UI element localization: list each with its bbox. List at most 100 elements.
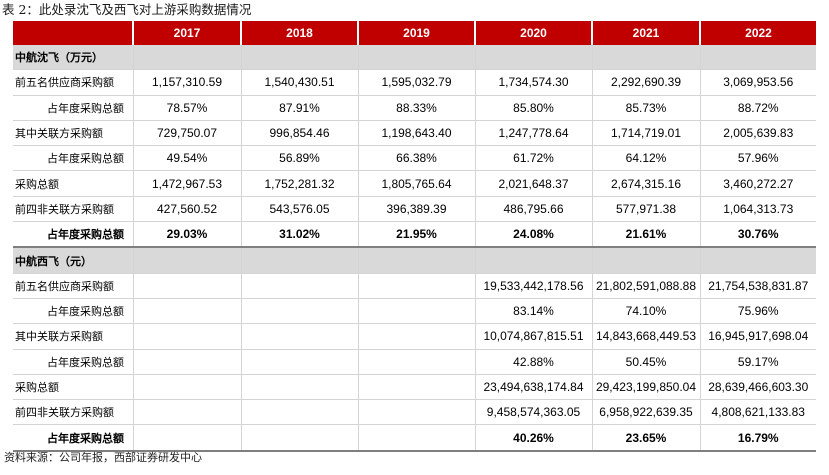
section-empty-cell — [357, 45, 475, 71]
value-cell — [132, 298, 241, 325]
value-cell: 64.12% — [591, 145, 700, 172]
value-cell — [357, 273, 475, 299]
row-label: 前五名供应商采购额 — [13, 273, 133, 299]
value-cell: 396,389.39 — [357, 196, 475, 223]
value-cell — [240, 349, 358, 375]
value-cell: 1,198,643.40 — [357, 120, 475, 147]
row-label: 前四非关联方采购额 — [13, 399, 133, 426]
section-title: 中航沈飞（万元） — [13, 45, 133, 71]
value-cell: 2,674,315.16 — [591, 170, 700, 197]
procurement-table: 2017 2018 2019 2020 2021 2022 中航沈飞（万元） 前五… — [13, 21, 816, 452]
row-label: 前四非关联方采购额 — [13, 196, 133, 223]
table-row: 其中关联方采购额 729,750.07 996,854.46 1,198,643.40… — [13, 120, 816, 147]
table-row: 占年度采购总额 49.54% 56.89% 66.38% 61.72% 64.12% 57.… — [13, 145, 816, 172]
value-cell: 21.61% — [591, 221, 700, 249]
value-cell: 42.88% — [474, 349, 592, 375]
table-body: 中航沈飞（万元） 前五名供应商采购额 1,157,310.59 1,540,430.5… — [13, 45, 816, 452]
table-row: 前四非关联方采购额 9,458,574,363.05 6,958,922,639.3… — [13, 399, 816, 426]
table-row: 前五名供应商采购额 1,157,310.59 1,540,430.51 1,595,0… — [13, 69, 816, 96]
value-cell: 88.33% — [357, 95, 475, 121]
value-cell: 87.91% — [240, 95, 358, 121]
value-cell: 1,247,778.64 — [474, 120, 592, 147]
header-cell-2021: 2021 — [591, 21, 700, 45]
value-cell: 729,750.07 — [132, 120, 241, 147]
table-row: 占年度采购总额 78.57% 87.91% 88.33% 85.80% 85.73% 88.… — [13, 95, 816, 121]
row-label: 前五名供应商采购额 — [13, 69, 133, 96]
value-cell: 85.73% — [591, 95, 700, 121]
table-row: 其中关联方采购额 10,074,867,815.51 14,843,668,449.… — [13, 323, 816, 350]
table-caption: 表 2：此处录沈飞及西飞对上游采购数据情况 — [2, 2, 252, 17]
value-cell: 28,639,466,603.30 — [699, 374, 816, 401]
value-cell: 2,005,639.83 — [699, 120, 816, 147]
value-cell: 1,540,430.51 — [240, 69, 358, 96]
value-cell: 1,805,765.64 — [357, 170, 475, 197]
section-empty-cell — [132, 45, 241, 71]
value-cell: 78.57% — [132, 95, 241, 121]
row-label: 占年度采购总额 — [13, 424, 133, 452]
value-cell: 66.38% — [357, 145, 475, 172]
value-cell — [240, 374, 358, 401]
value-cell — [132, 399, 241, 426]
row-label: 其中关联方采购额 — [13, 120, 133, 147]
value-cell: 21,754,538,831.87 — [699, 273, 816, 299]
header-cell-2022: 2022 — [699, 21, 816, 45]
value-cell: 21.95% — [357, 221, 475, 249]
value-cell — [357, 349, 475, 375]
value-cell: 50.45% — [591, 349, 700, 375]
value-cell — [357, 374, 475, 401]
value-cell: 3,069,953.56 — [699, 69, 816, 96]
value-cell: 29.03% — [132, 221, 241, 249]
value-cell — [132, 273, 241, 299]
value-cell — [240, 399, 358, 426]
value-cell: 2,292,690.39 — [591, 69, 700, 96]
value-cell: 61.72% — [474, 145, 592, 172]
value-cell: 1,714,719.01 — [591, 120, 700, 147]
value-cell: 14,843,668,449.53 — [591, 323, 700, 350]
row-label: 占年度采购总额 — [13, 221, 133, 249]
section-empty-cell — [240, 45, 358, 71]
value-cell: 1,595,032.79 — [357, 69, 475, 96]
value-cell: 83.14% — [474, 298, 592, 325]
value-cell: 56.89% — [240, 145, 358, 172]
value-cell — [357, 424, 475, 452]
row-label: 采购总额 — [13, 374, 133, 401]
section-empty-cell — [132, 247, 241, 274]
value-cell: 85.80% — [474, 95, 592, 121]
value-cell — [357, 399, 475, 426]
value-cell: 75.96% — [699, 298, 816, 325]
value-cell — [240, 323, 358, 350]
value-cell: 23.65% — [591, 424, 700, 452]
table-row: 采购总额 1,472,967.53 1,752,281.32 1,805,765.64… — [13, 170, 816, 197]
table-row: 占年度采购总额 40.26% 23.65% 16.79% — [13, 424, 816, 452]
value-cell: 16.79% — [699, 424, 816, 452]
value-cell: 486,795.66 — [474, 196, 592, 223]
value-cell: 23,494,638,174.84 — [474, 374, 592, 401]
row-label: 占年度采购总额 — [13, 349, 133, 375]
section-header-row: 中航沈飞（万元） — [13, 45, 816, 71]
value-cell — [132, 323, 241, 350]
table-row: 采购总额 23,494,638,174.84 29,423,199,850.04 28… — [13, 374, 816, 401]
value-cell: 996,854.46 — [240, 120, 358, 147]
section-title: 中航西飞（元） — [13, 247, 133, 274]
value-cell: 2,021,648.37 — [474, 170, 592, 197]
section-empty-cell — [240, 247, 358, 274]
value-cell: 9,458,574,363.05 — [474, 399, 592, 426]
value-cell — [357, 323, 475, 350]
value-cell: 74.10% — [591, 298, 700, 325]
value-cell: 3,460,272.27 — [699, 170, 816, 197]
table-row: 前五名供应商采购额 19,533,442,178.56 21,802,591,088… — [13, 273, 816, 299]
value-cell: 6,958,922,639.35 — [591, 399, 700, 426]
section-empty-cell — [591, 247, 700, 274]
value-cell — [240, 298, 358, 325]
value-cell: 577,971.38 — [591, 196, 700, 223]
value-cell: 49.54% — [132, 145, 241, 172]
row-label: 占年度采购总额 — [13, 95, 133, 121]
section-empty-cell — [474, 247, 592, 274]
header-row: 2017 2018 2019 2020 2021 2022 — [13, 21, 816, 45]
value-cell: 1,157,310.59 — [132, 69, 241, 96]
header-cell-2020: 2020 — [474, 21, 592, 45]
value-cell: 30.76% — [699, 221, 816, 249]
value-cell: 59.17% — [699, 349, 816, 375]
header-cell-2019: 2019 — [357, 21, 475, 45]
value-cell: 4,808,621,133.83 — [699, 399, 816, 426]
